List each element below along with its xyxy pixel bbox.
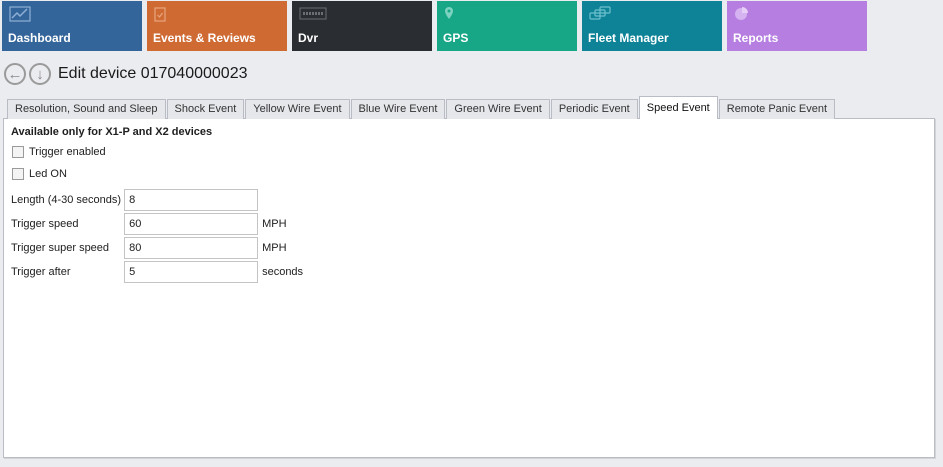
trigger-after-unit: seconds: [262, 266, 304, 278]
trigger-speed-label: Trigger speed: [11, 218, 79, 230]
nav-tile-label: Dvr: [298, 31, 319, 45]
led-on-label: Led ON: [29, 168, 67, 180]
trigger-speed-input[interactable]: 60: [124, 213, 259, 235]
merge-logo-icon: [299, 7, 327, 20]
trigger-enabled-label: Trigger enabled: [29, 146, 106, 158]
arrow-down-icon: ↓: [36, 65, 44, 83]
tab-green-wire-event[interactable]: Green Wire Event: [446, 99, 550, 119]
led-on-row: Led ON: [12, 168, 67, 180]
tab-strip: Resolution, Sound and Sleep Shock Event …: [7, 96, 836, 119]
availability-note: Available only for X1-P and X2 devices: [11, 126, 213, 138]
nav-tile-dashboard[interactable]: Dashboard: [2, 1, 142, 51]
length-input[interactable]: 8: [124, 189, 259, 211]
tab-speed-event[interactable]: Speed Event: [638, 96, 718, 119]
speed-event-form: Length (4-30 seconds) 8 Trigger speed 60…: [11, 189, 303, 283]
trigger-super-speed-input[interactable]: 80: [124, 237, 259, 259]
clipboard-icon: [154, 7, 166, 22]
nav-tile-label: Events & Reviews: [153, 31, 256, 45]
page-title: Edit device 017040000023: [58, 65, 248, 82]
trigger-speed-unit: MPH: [262, 218, 287, 230]
nav-tile-label: Fleet Manager: [588, 31, 669, 45]
trigger-enabled-checkbox[interactable]: [12, 146, 24, 158]
pie-chart-icon: [735, 7, 748, 20]
nav-tile-label: GPS: [443, 31, 469, 45]
nav-tile-label: Dashboard: [8, 31, 71, 45]
nav-tile-events-reviews[interactable]: Events & Reviews: [147, 1, 287, 51]
cars-icon: [589, 6, 611, 20]
trigger-enabled-row: Trigger enabled: [12, 146, 106, 158]
tab-yellow-wire-event[interactable]: Yellow Wire Event: [245, 99, 350, 119]
length-label: Length (4-30 seconds): [11, 194, 122, 206]
speed-event-panel: [3, 118, 935, 458]
chart-icon: [9, 6, 31, 22]
back-button[interactable]: ←: [4, 63, 26, 85]
title-row: ← ↓ Edit device 017040000023: [4, 61, 248, 87]
tab-periodic-event[interactable]: Periodic Event: [550, 99, 638, 119]
trigger-after-label: Trigger after: [11, 266, 71, 278]
nav-tile-fleet-manager[interactable]: Fleet Manager: [582, 1, 722, 51]
down-button[interactable]: ↓: [29, 63, 51, 85]
trigger-super-speed-unit: MPH: [262, 242, 287, 254]
tab-resolution-sound-sleep[interactable]: Resolution, Sound and Sleep: [7, 99, 166, 119]
trigger-after-input[interactable]: 5: [124, 261, 259, 283]
trigger-super-speed-label: Trigger super speed: [11, 242, 110, 254]
tab-remote-panic-event[interactable]: Remote Panic Event: [718, 99, 836, 119]
nav-tile-reports[interactable]: Reports: [727, 1, 867, 51]
arrow-left-icon: ←: [7, 65, 23, 83]
tab-shock-event[interactable]: Shock Event: [166, 99, 245, 119]
nav-tile-gps[interactable]: GPS: [437, 1, 577, 51]
led-on-checkbox[interactable]: [12, 168, 24, 180]
tab-blue-wire-event[interactable]: Blue Wire Event: [350, 99, 446, 119]
nav-tile-label: Reports: [733, 31, 779, 45]
map-pin-icon: [445, 7, 453, 19]
nav-tile-dvr[interactable]: Dvr: [292, 1, 432, 51]
